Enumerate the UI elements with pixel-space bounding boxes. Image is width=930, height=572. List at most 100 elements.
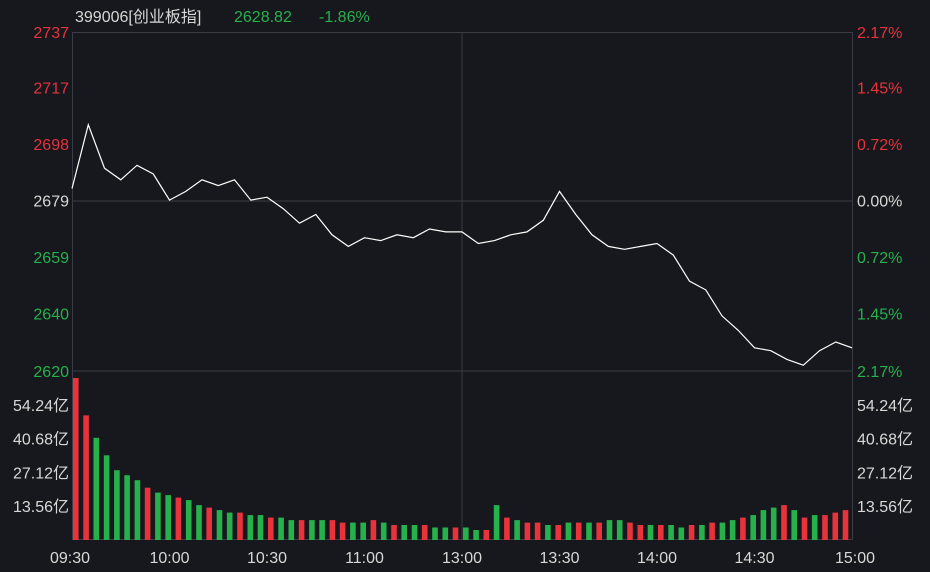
volume-bar xyxy=(699,525,705,540)
price-line xyxy=(71,122,853,366)
volume-bar xyxy=(103,455,110,540)
volume-bar xyxy=(627,522,633,540)
y-tick-label: 2737 xyxy=(33,25,69,42)
y-right-tick-label: 0.72% xyxy=(857,250,902,267)
volume-bar xyxy=(801,517,808,540)
volume-bar xyxy=(309,520,315,540)
volume-bar xyxy=(688,525,695,540)
y-right-tick-label: 0.00% xyxy=(857,194,902,211)
volume-bar xyxy=(175,497,182,540)
volume-bar xyxy=(647,525,654,540)
volume-right-tick-label: 40.68亿 xyxy=(857,431,913,449)
volume-bar xyxy=(750,515,756,540)
volume-right-tick-label: 27.12亿 xyxy=(857,464,913,482)
volume-tick-label: 54.24亿 xyxy=(13,397,69,415)
volume-bar xyxy=(637,525,644,540)
volume-bars xyxy=(73,378,849,540)
volume-bar xyxy=(411,525,418,540)
volume-bar xyxy=(596,522,602,540)
y-axis-left: 2737 2717 2698 2679 2659 2640 2620 xyxy=(33,25,69,381)
volume-bar xyxy=(483,530,490,540)
volume-bar xyxy=(463,527,469,540)
volume-bar xyxy=(114,470,120,540)
volume-bar xyxy=(185,500,192,540)
x-tick-label: 15:00 xyxy=(835,550,875,567)
change-percent: -1.86% xyxy=(319,9,370,26)
volume-bar xyxy=(247,515,254,540)
y-right-tick-label: 2.17% xyxy=(857,25,902,42)
volume-bar xyxy=(616,520,623,540)
x-tick-label: 10:30 xyxy=(247,550,287,567)
volume-bar xyxy=(791,510,797,540)
volume-bar xyxy=(73,378,79,540)
volume-bar xyxy=(452,527,459,540)
y-tick-label: 2659 xyxy=(33,250,69,267)
volume-bar xyxy=(206,507,212,540)
x-axis: 09:30 10:00 10:30 11:00 13:00 13:30 14:00 14:30… xyxy=(50,550,875,567)
y-right-tick-label: 1.45% xyxy=(857,307,902,324)
volume-bar xyxy=(401,525,407,540)
volume-bar xyxy=(432,527,438,540)
volume-bar xyxy=(760,510,767,540)
volume-bar xyxy=(196,505,202,540)
volume-bar xyxy=(729,520,736,540)
volume-bar xyxy=(678,527,685,540)
volume-bar xyxy=(124,475,130,540)
volume-bar xyxy=(165,495,171,540)
volume-bar xyxy=(606,520,613,540)
volume-bar xyxy=(555,525,561,540)
x-tick-label: 14:00 xyxy=(637,550,677,567)
x-tick-label: 13:30 xyxy=(539,550,579,567)
volume-tick-label: 40.68亿 xyxy=(13,431,69,449)
x-tick-label: 14:30 xyxy=(734,550,774,567)
volume-bar xyxy=(832,512,839,540)
volume-bar xyxy=(575,522,582,540)
volume-bar xyxy=(822,515,828,540)
volume-bar xyxy=(770,507,777,540)
volume-bar xyxy=(545,525,551,540)
volume-bar xyxy=(842,510,849,540)
y-tick-label: 2698 xyxy=(33,137,69,154)
volume-bar xyxy=(83,415,89,540)
y-tick-label: 2640 xyxy=(33,307,69,324)
y-axis-right: 2.17% 1.45% 0.72% 0.00% 0.72% 1.45% 2.17% xyxy=(857,25,902,381)
y-right-tick-label: 0.72% xyxy=(857,137,902,154)
volume-bar xyxy=(237,512,243,540)
volume-bar xyxy=(350,522,356,540)
volume-bar xyxy=(719,522,726,540)
volume-bar xyxy=(226,512,233,540)
volume-bar xyxy=(565,522,572,540)
volume-bar xyxy=(504,517,510,540)
volume-bar xyxy=(534,522,541,540)
volume-right-tick-label: 13.56亿 xyxy=(857,498,913,516)
volume-bar xyxy=(421,525,428,540)
volume-bar xyxy=(278,517,284,540)
volume-tick-label: 27.12亿 xyxy=(13,464,69,482)
y-right-tick-label: 2.17% xyxy=(857,364,902,381)
volume-bar xyxy=(524,522,531,540)
volume-bar xyxy=(668,525,674,540)
volume-bar xyxy=(586,522,592,540)
volume-bar xyxy=(93,437,100,540)
y-tick-label: 2679 xyxy=(33,194,69,211)
volume-bar xyxy=(658,525,664,540)
x-tick-label: 09:30 xyxy=(50,550,90,567)
volume-bar xyxy=(134,480,141,540)
chart-frame xyxy=(72,32,853,540)
volume-axis: 54.24亿 54.24亿 40.68亿 40.68亿 27.12亿 27.12亿 13.5… xyxy=(13,397,913,516)
volume-bar xyxy=(298,520,305,540)
volume-bar xyxy=(781,505,787,540)
volume-right-tick-label: 54.24亿 xyxy=(857,397,913,415)
x-tick-label: 10:00 xyxy=(149,550,189,567)
last-price: 2628.82 xyxy=(234,9,292,26)
volume-bar xyxy=(493,505,500,540)
volume-bar xyxy=(319,520,325,540)
x-tick-label: 13:00 xyxy=(442,550,482,567)
volume-tick-label: 13.56亿 xyxy=(13,498,69,516)
volume-bar xyxy=(370,520,377,540)
volume-bar xyxy=(360,522,366,540)
y-tick-label: 2620 xyxy=(33,364,69,381)
volume-bar xyxy=(514,520,520,540)
volume-bar xyxy=(155,492,161,540)
volume-bar xyxy=(709,522,715,540)
